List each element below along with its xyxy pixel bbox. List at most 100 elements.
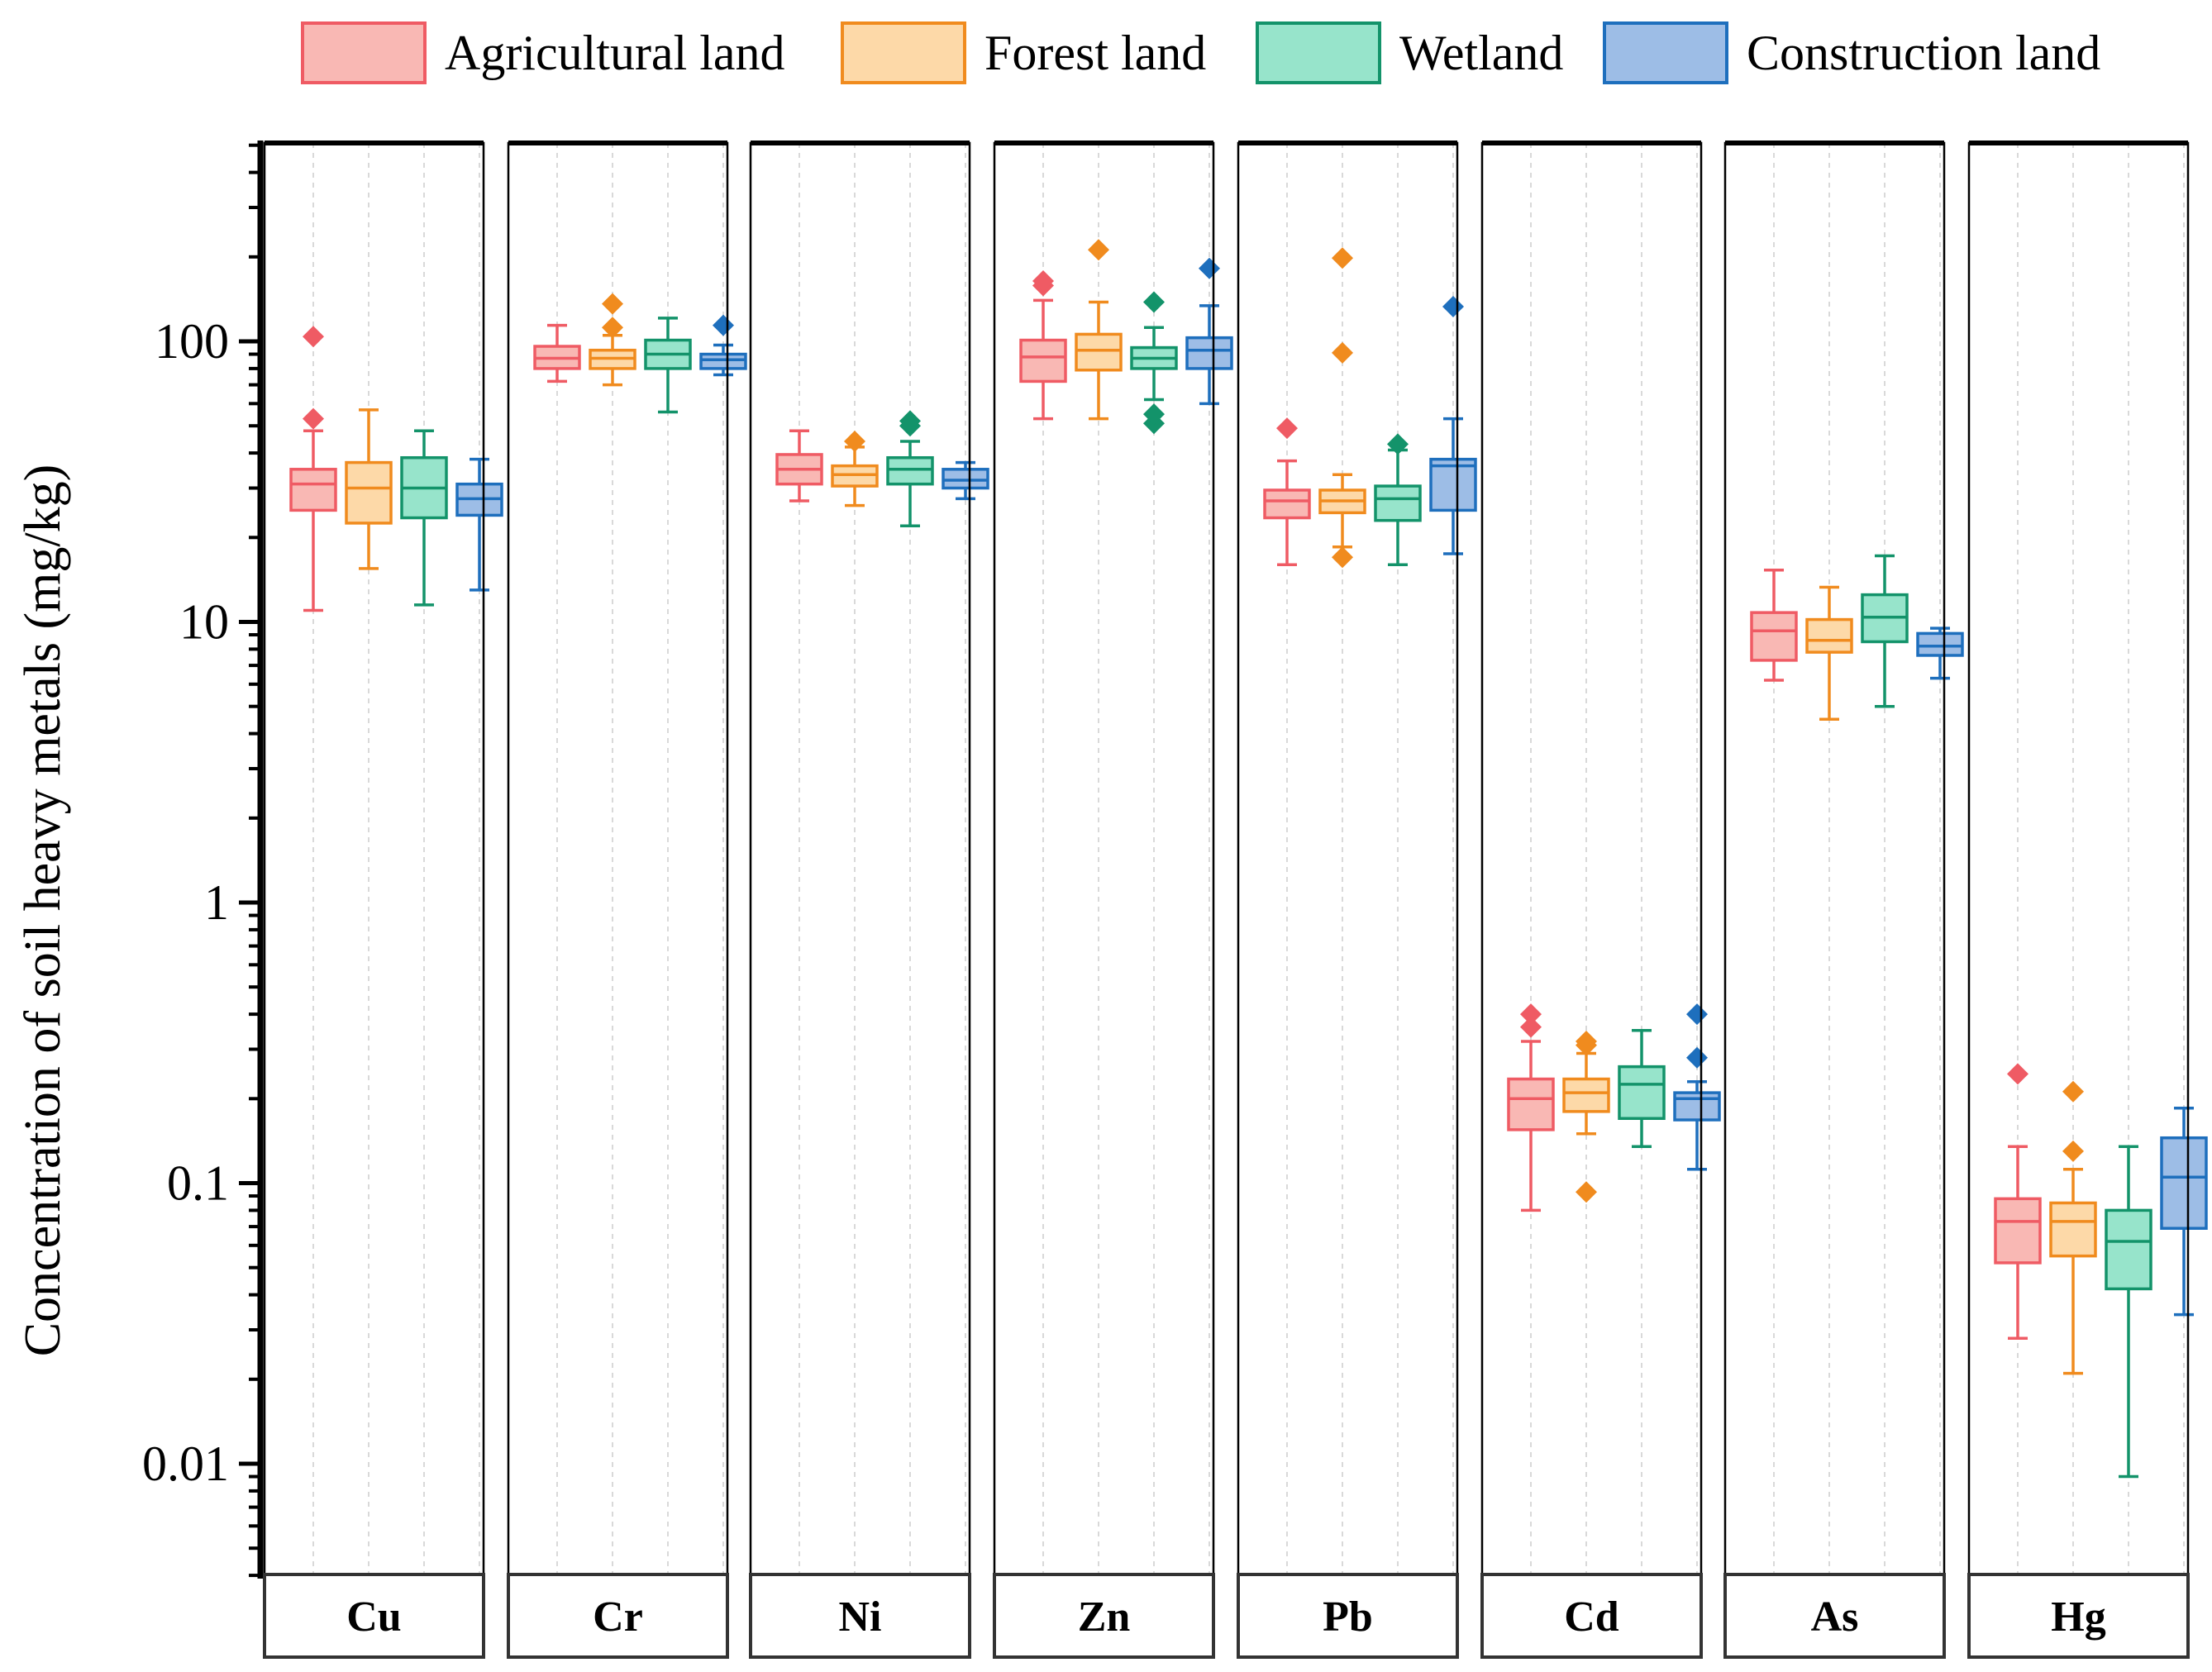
outlier-point xyxy=(1332,546,1353,569)
panel-zn: Zn xyxy=(993,141,1233,1659)
strip-label: As xyxy=(1811,1593,1859,1641)
outlier-point xyxy=(1520,1016,1542,1038)
outlier-point xyxy=(602,293,623,315)
box-wetland xyxy=(1374,433,1422,566)
strip-box xyxy=(263,1573,485,1659)
iqr-box xyxy=(1673,1091,1721,1122)
strip-label: Ni xyxy=(839,1593,882,1641)
panel-cr: Cr xyxy=(507,141,747,1659)
iqr-box xyxy=(2105,1208,2152,1291)
outlier-point xyxy=(1576,1181,1597,1203)
legend-label: Agricultural land xyxy=(445,26,785,80)
legend-item: Construction land xyxy=(1603,21,2100,84)
box-construction-land xyxy=(1673,1003,1721,1171)
panel-background xyxy=(508,143,727,1579)
box-construction-land xyxy=(2160,1107,2208,1317)
box-wetland xyxy=(886,410,934,527)
strip-box xyxy=(1480,1573,1703,1659)
y-tick-label: 0.1 xyxy=(167,1156,229,1211)
outlier-point xyxy=(713,314,734,336)
box-forest-land xyxy=(2049,1080,2097,1375)
box-agricultural-land xyxy=(775,429,823,503)
outlier-point xyxy=(844,431,865,453)
box-agricultural-land xyxy=(1507,1003,1555,1212)
iqr-box xyxy=(886,455,934,486)
legend-swatch xyxy=(841,21,966,84)
legend-swatch xyxy=(1256,21,1381,84)
outlier-point xyxy=(1143,291,1165,313)
panel-cu: Cu xyxy=(263,141,503,1659)
box-wetland xyxy=(400,429,448,607)
outlier-point xyxy=(2062,1140,2084,1162)
box-agricultural-land xyxy=(1750,569,1798,682)
panel-as: As xyxy=(1723,141,1964,1659)
iqr-box xyxy=(1374,484,1422,522)
iqr-box xyxy=(1185,336,1233,370)
strip-box xyxy=(507,1573,729,1659)
legend-label: Forest land xyxy=(984,26,1206,80)
outlier-point xyxy=(1520,1003,1542,1026)
outlier-point xyxy=(602,317,623,339)
box-forest-land xyxy=(1075,239,1123,421)
strip-label: Hg xyxy=(2051,1593,2105,1641)
box-wetland xyxy=(2105,1145,2152,1479)
box-agricultural-land xyxy=(1994,1063,2042,1340)
legend-item: Wetland xyxy=(1256,21,1563,84)
outlier-point xyxy=(1442,295,1464,317)
outlier-point xyxy=(1686,1003,1708,1026)
iqr-box xyxy=(2049,1201,2097,1258)
box-forest-land xyxy=(1805,585,1853,721)
outlier-point xyxy=(1088,239,1109,261)
box-construction-land xyxy=(699,314,747,377)
strip-box xyxy=(749,1573,971,1659)
strip-label: Cr xyxy=(593,1593,643,1641)
panel-background xyxy=(751,143,970,1579)
outlier-point xyxy=(1576,1031,1597,1053)
panel-background xyxy=(265,143,484,1579)
legend-swatch xyxy=(301,21,427,84)
strip-label: Cd xyxy=(1564,1593,1619,1641)
y-tick-label: 0.01 xyxy=(142,1436,229,1491)
iqr-box xyxy=(699,352,747,370)
iqr-box xyxy=(1019,338,1067,383)
iqr-box xyxy=(1075,332,1123,372)
legend-item: Forest land xyxy=(841,21,1206,84)
iqr-box xyxy=(1507,1077,1555,1131)
iqr-box xyxy=(1916,631,1964,657)
outlier-point xyxy=(1143,403,1165,426)
iqr-box xyxy=(1994,1197,2042,1265)
outlier-point xyxy=(1332,341,1353,364)
iqr-box xyxy=(1805,617,1853,654)
iqr-box xyxy=(2160,1136,2208,1230)
box-wetland xyxy=(1130,291,1178,435)
box-construction-land xyxy=(455,457,503,592)
box-wetland xyxy=(1618,1029,1666,1149)
box-agricultural-land xyxy=(1019,270,1067,421)
legend-item: Agricultural land xyxy=(301,21,785,84)
strip-label: Zn xyxy=(1078,1593,1131,1641)
outlier-point xyxy=(303,407,324,430)
box-agricultural-land xyxy=(1263,417,1311,566)
y-tick-label: 10 xyxy=(179,595,229,650)
box-construction-land xyxy=(1429,295,1477,555)
panel-background xyxy=(1238,143,1457,1579)
iqr-box xyxy=(1750,611,1798,662)
strip-box xyxy=(993,1573,1215,1659)
iqr-box xyxy=(1263,488,1311,520)
iqr-box xyxy=(289,468,337,512)
outlier-point xyxy=(303,326,324,348)
strip-label: Cu xyxy=(346,1593,401,1641)
strip-box xyxy=(1723,1573,1946,1659)
legend-swatch xyxy=(1603,21,1728,84)
legend-label: Wetland xyxy=(1399,26,1563,80)
panel-hg: Hg xyxy=(1967,141,2208,1659)
panel-background xyxy=(1482,143,1701,1579)
panel-background xyxy=(1969,143,2188,1579)
y-axis: 0.01 0.1 1 10 100 xyxy=(142,141,264,1579)
iqr-box xyxy=(1618,1065,1666,1121)
panel-background xyxy=(1725,143,1944,1579)
iqr-box xyxy=(942,468,989,490)
strip-label: Pb xyxy=(1323,1593,1373,1641)
y-tick-label: 1 xyxy=(204,875,229,930)
box-wetland xyxy=(1861,554,1909,708)
